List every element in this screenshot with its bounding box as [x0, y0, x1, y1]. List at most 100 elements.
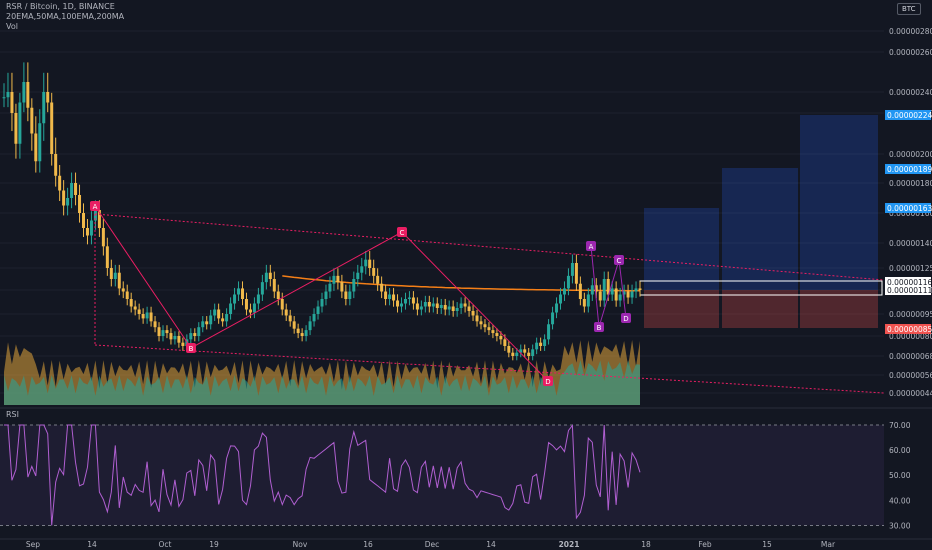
candle	[388, 294, 392, 299]
pattern-point-marker	[621, 313, 631, 323]
candle	[392, 294, 396, 301]
candle	[237, 288, 241, 295]
price-tick-label: 0.00000068	[889, 352, 932, 361]
candle	[527, 352, 531, 356]
candle	[356, 272, 360, 279]
candle	[376, 275, 380, 284]
candle	[578, 283, 582, 299]
price-badge	[885, 203, 931, 213]
rsi-label[interactable]: RSI	[6, 410, 19, 419]
candle	[324, 291, 328, 299]
candle	[6, 92, 10, 98]
candle	[38, 123, 42, 162]
price-tick-label: 0.00000240	[889, 88, 932, 97]
candle	[610, 288, 614, 295]
candle	[638, 288, 642, 290]
candle	[467, 306, 471, 311]
candle	[221, 318, 225, 322]
rsi-line	[4, 424, 641, 526]
target-zone	[800, 115, 878, 290]
candle	[117, 272, 121, 289]
candle	[570, 263, 574, 276]
candle	[539, 342, 543, 346]
currency-badge[interactable]: BTC	[897, 3, 921, 15]
candle	[260, 282, 264, 295]
candle	[439, 305, 443, 308]
candle	[50, 102, 54, 154]
candle	[125, 291, 129, 299]
candle	[256, 294, 260, 304]
candle	[30, 107, 34, 134]
candle	[511, 352, 515, 356]
candle	[507, 346, 511, 353]
candle	[74, 183, 78, 195]
time-tick-label: Mar	[821, 540, 836, 549]
candle	[364, 259, 368, 267]
price-badge	[885, 324, 931, 334]
candle	[264, 272, 268, 283]
price-badge	[885, 285, 931, 295]
time-tick-label: 19	[209, 540, 219, 549]
time-tick-label: Sep	[26, 540, 40, 549]
candle	[594, 285, 598, 292]
indicator-list[interactable]: 20EMA,50MA,100EMA,200MA	[6, 12, 125, 21]
candle	[209, 315, 213, 325]
candle	[574, 263, 578, 284]
price-tick-label: 0.00000160	[889, 209, 932, 218]
time-tick-label: Feb	[698, 540, 712, 549]
candle	[157, 327, 161, 336]
price-tick-label: 0.00000125	[889, 264, 932, 273]
time-tick-label: 15	[762, 540, 772, 549]
candle	[487, 327, 491, 331]
candle	[590, 285, 594, 295]
target-zone	[722, 168, 798, 290]
rsi-tick-label: 30.00	[889, 521, 911, 530]
candle	[213, 309, 217, 316]
candle	[372, 268, 376, 276]
candle	[471, 311, 475, 316]
candle	[244, 299, 248, 310]
candle	[495, 333, 499, 336]
candle	[559, 294, 562, 304]
candle	[133, 306, 137, 310]
candle	[121, 288, 125, 292]
candle	[70, 183, 74, 198]
candle	[229, 303, 233, 314]
candle	[58, 175, 62, 191]
candle	[562, 288, 566, 295]
candle	[197, 327, 201, 336]
price-tick-label: 0.00000140	[889, 239, 932, 248]
candle	[189, 333, 193, 340]
pattern-point-marker	[594, 322, 604, 332]
pattern-point-label: A	[589, 243, 594, 251]
candle	[586, 294, 590, 307]
candle	[105, 246, 109, 268]
volume-label[interactable]: Vol	[6, 22, 18, 31]
price-tick-label: 0.00000056	[889, 371, 932, 380]
candle	[407, 297, 411, 299]
candle	[543, 339, 547, 346]
candle	[340, 282, 344, 292]
price-badge-label: 0.00000163	[887, 204, 932, 213]
candle	[34, 133, 38, 162]
candle	[336, 275, 340, 283]
volume-up-fill	[4, 360, 640, 405]
candle	[427, 302, 431, 307]
price-tick-label: 0.00000080	[889, 332, 932, 341]
candle	[435, 303, 439, 308]
candle	[400, 303, 403, 307]
price-tick-label: 0.00000180	[889, 179, 932, 188]
candle	[26, 82, 30, 108]
time-tick-label: 14	[87, 540, 97, 549]
rsi-tick-label: 40.00	[889, 496, 911, 505]
candle	[233, 294, 237, 304]
candle	[193, 333, 197, 336]
candle	[101, 228, 105, 247]
candle	[241, 288, 244, 299]
rsi-tick-label: 70.00	[889, 421, 911, 430]
candle	[46, 92, 50, 103]
target-zone	[644, 208, 719, 290]
candle	[332, 275, 336, 284]
candle	[296, 328, 300, 334]
